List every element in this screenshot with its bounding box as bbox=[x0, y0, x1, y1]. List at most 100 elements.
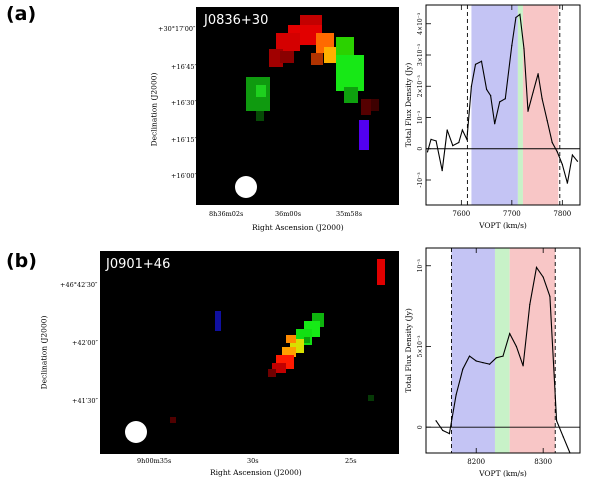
image-a-dec-tick: +16′45″ bbox=[171, 63, 197, 71]
plot-frame bbox=[425, 4, 581, 206]
x-tick-label: 7700 bbox=[503, 210, 521, 218]
spectrum-point bbox=[566, 182, 568, 184]
spectrum-point bbox=[499, 101, 501, 103]
image-a-dec-tick: +16′30″ bbox=[171, 99, 197, 107]
emission-red bbox=[377, 259, 385, 285]
image-b-dec-tick: +46°42′30″ bbox=[60, 281, 98, 289]
x-tick-label: 8200 bbox=[467, 458, 485, 466]
image-b-ylabel: Declination (J2000) bbox=[39, 315, 49, 390]
image-b-ra-tick: 25s bbox=[345, 457, 357, 465]
spectrum-point bbox=[430, 138, 432, 140]
spectrum-point bbox=[519, 13, 521, 15]
image-a-title: J0836+30 bbox=[204, 13, 269, 28]
image-a-ra-tick: 8h36m02s bbox=[209, 210, 244, 218]
beam-ellipse bbox=[125, 421, 147, 443]
spectrum-point bbox=[555, 420, 558, 422]
emission-orange bbox=[282, 347, 296, 357]
velocity-band-red bbox=[509, 248, 556, 453]
spectrum-point bbox=[455, 394, 457, 396]
beam-ellipse bbox=[235, 176, 257, 198]
spectrum-point bbox=[485, 88, 488, 90]
emission-green bbox=[368, 395, 374, 401]
image-b-title: J0901+46 bbox=[106, 257, 171, 272]
spectrum-point bbox=[523, 48, 525, 50]
spectrum-point bbox=[474, 63, 477, 65]
spectrum-point bbox=[494, 123, 496, 125]
emission-blue bbox=[359, 120, 369, 150]
spectrum-point bbox=[504, 98, 506, 100]
x-tick-label: 7800 bbox=[553, 210, 571, 218]
velocity-band-red bbox=[522, 5, 559, 205]
spectrum-point bbox=[546, 120, 548, 122]
spectrum-point bbox=[466, 138, 468, 140]
y-axis-title: Total Flux Density (Jy) bbox=[404, 308, 413, 393]
emission-red bbox=[272, 363, 286, 373]
y-tick-label: 3×10⁻³ bbox=[417, 43, 424, 66]
y-tick-label: 10⁻³ bbox=[417, 110, 424, 124]
y-tick-label: 4×10⁻³ bbox=[417, 12, 424, 35]
spectrum-point bbox=[426, 151, 429, 153]
emission-green bbox=[336, 55, 364, 91]
spectrum-point bbox=[556, 151, 558, 153]
y-tick-label: 10⁻³ bbox=[417, 259, 424, 273]
image-a-ra-tick: 35m58s bbox=[336, 210, 363, 218]
image-b-xlabel: Right Ascension (J2000) bbox=[210, 468, 302, 477]
spectrum-point bbox=[549, 295, 551, 298]
emission-orange bbox=[311, 53, 323, 65]
image-a-map: J0836+30 bbox=[196, 7, 399, 205]
spectrum-point bbox=[490, 95, 492, 97]
image-b-map: J0901+46 bbox=[100, 251, 399, 454]
spectrum-point bbox=[448, 433, 451, 435]
y-tick-label: 2×10⁻³ bbox=[417, 75, 424, 98]
spectrum-point bbox=[511, 45, 513, 47]
x-tick-label: 8300 bbox=[534, 458, 552, 466]
velocity-band-green bbox=[517, 5, 523, 205]
emission-red bbox=[280, 51, 294, 63]
spectrum-line bbox=[426, 13, 578, 184]
spectrum-point bbox=[480, 60, 483, 62]
spectrum-point bbox=[475, 360, 477, 362]
spectrum-point bbox=[468, 355, 471, 357]
spectrum-chart-b: 8200 8300 0 5×10⁻³ 10⁻³ VOPT (km/s) Total Flux… bbox=[404, 247, 581, 478]
spectrum-point bbox=[489, 363, 491, 365]
emission-red bbox=[276, 33, 300, 51]
y-tick-label: 0 bbox=[417, 425, 424, 429]
image-a-dec-tick: +30°17′00″ bbox=[158, 25, 196, 33]
spectrum-point bbox=[461, 129, 463, 131]
spectrum-point bbox=[532, 91, 534, 94]
image-b-dec-tick: +42′00″ bbox=[72, 339, 98, 347]
emission-red bbox=[371, 99, 379, 111]
spectrum-point bbox=[446, 129, 448, 131]
image-a-dec-tick: +16′15″ bbox=[171, 136, 197, 144]
image-b-ra-tick: 9h00m35s bbox=[137, 457, 172, 465]
image-b-ra-tick: 30s bbox=[247, 457, 259, 465]
spectrum-point bbox=[527, 110, 529, 112]
spectrum-point bbox=[561, 163, 563, 165]
spectrum-point bbox=[522, 365, 524, 367]
spectrum-point bbox=[441, 170, 443, 172]
emission-green bbox=[344, 87, 358, 103]
spectrum-point bbox=[515, 345, 517, 348]
image-a-dec-tick: +16′00″ bbox=[171, 172, 197, 180]
spectrum-point bbox=[542, 276, 544, 278]
spectrum-point bbox=[529, 303, 531, 306]
emission-green bbox=[256, 85, 266, 97]
spectrum-point bbox=[551, 141, 553, 144]
emission-orange bbox=[324, 47, 338, 63]
y-axis-title: Total Flux Density (Jy) bbox=[404, 63, 413, 148]
image-a-ra-tick: 36m00s bbox=[275, 210, 302, 218]
spectrum-point bbox=[442, 429, 444, 432]
spectrum-point bbox=[515, 16, 517, 19]
emission-blue bbox=[215, 311, 221, 331]
spectrum-point bbox=[541, 98, 543, 100]
panel-b-label: (b) bbox=[6, 250, 37, 272]
spectrum-point bbox=[502, 355, 504, 357]
emission-red bbox=[269, 49, 283, 67]
plot-frame bbox=[425, 247, 581, 454]
y-tick-label: -10⁻³ bbox=[417, 172, 424, 188]
spectrum-point bbox=[576, 160, 579, 162]
spectrum-point bbox=[562, 436, 564, 438]
spectrum-point bbox=[458, 141, 460, 144]
x-axis-title: VOPT (km/s) bbox=[478, 221, 527, 230]
spectrum-point bbox=[482, 362, 484, 364]
